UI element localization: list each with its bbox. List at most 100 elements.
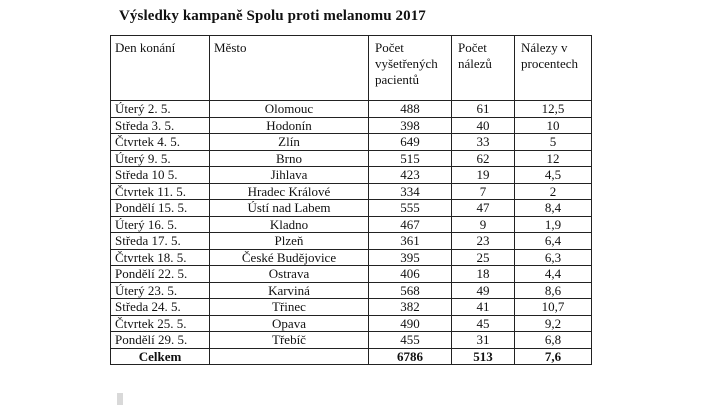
cell-day: Čtvrtek 4. 5. [110,133,210,151]
table-row: Pondělí 22. 5. Ostrava 406 18 4,4 [110,265,592,283]
cell-city: Plzeň [209,232,369,250]
cell-city: Třebíč [209,331,369,349]
table-header-row: Den konání Město Počet vyšetřených pacie… [110,35,592,101]
total-percent: 7,6 [514,347,592,365]
cell-patients: 398 [368,116,452,134]
cell-findings: 18 [451,265,515,283]
cell-day: Úterý 16. 5. [110,215,210,233]
cell-findings: 33 [451,133,515,151]
cell-findings: 61 [451,100,515,118]
table-row: Čtvrtek 11. 5. Hradec Králové 334 7 2 [110,182,592,200]
total-patients: 6786 [368,347,452,365]
results-table: Den konání Město Počet vyšetřených pacie… [110,35,592,365]
cell-percent: 8,4 [514,199,592,217]
cell-day: Středa 17. 5. [110,232,210,250]
cell-patients: 334 [368,182,452,200]
cell-percent: 4,5 [514,166,592,184]
header-day: Den konání [110,35,210,101]
cell-city: Hodonín [209,116,369,134]
table-row: Úterý 9. 5. Brno 515 62 12 [110,149,592,167]
cell-findings: 41 [451,298,515,316]
table-row: Čtvrtek 4. 5. Zlín 649 33 5 [110,133,592,151]
total-findings: 513 [451,347,515,365]
cell-percent: 1,9 [514,215,592,233]
cell-day: Středa 10 5. [110,166,210,184]
cell-findings: 31 [451,331,515,349]
table-row: Čtvrtek 25. 5. Opava 490 45 9,2 [110,314,592,332]
cell-patients: 515 [368,149,452,167]
cell-patients: 382 [368,298,452,316]
cell-day: Úterý 2. 5. [110,100,210,118]
cell-patients: 423 [368,166,452,184]
cell-city: Zlín [209,133,369,151]
cell-day: Středa 24. 5. [110,298,210,316]
cell-patients: 555 [368,199,452,217]
table-row: Středa 10 5. Jihlava 423 19 4,5 [110,166,592,184]
cell-day: Čtvrtek 25. 5. [110,314,210,332]
cell-day: Středa 3. 5. [110,116,210,134]
cell-findings: 62 [451,149,515,167]
cell-day: Čtvrtek 11. 5. [110,182,210,200]
cell-day: Pondělí 22. 5. [110,265,210,283]
header-findings: Počet nálezů [451,35,515,101]
cell-city: Jihlava [209,166,369,184]
table-row: Středa 3. 5. Hodonín 398 40 10 [110,116,592,134]
cell-city: Hradec Králové [209,182,369,200]
cell-city: Ostrava [209,265,369,283]
cell-percent: 8,6 [514,281,592,299]
cell-percent: 4,4 [514,265,592,283]
document-title: Výsledky kampaně Spolu proti melanomu 20… [119,8,426,24]
cell-city: Ústí nad Labem [209,199,369,217]
total-row: Celkem 6786 513 7,6 [110,347,592,365]
cell-patients: 490 [368,314,452,332]
table-row: Úterý 23. 5. Karviná 568 49 8,6 [110,281,592,299]
cell-percent: 6,8 [514,331,592,349]
cell-patients: 406 [368,265,452,283]
cell-city: Kladno [209,215,369,233]
cell-percent: 12 [514,149,592,167]
cell-patients: 649 [368,133,452,151]
cell-city: České Budějovice [209,248,369,266]
cell-findings: 7 [451,182,515,200]
cell-city: Brno [209,149,369,167]
cell-city: Třinec [209,298,369,316]
table-row: Středa 17. 5. Plzeň 361 23 6,4 [110,232,592,250]
table-row: Úterý 2. 5. Olomouc 488 61 12,5 [110,100,592,118]
table-row: Úterý 16. 5. Kladno 467 9 1,9 [110,215,592,233]
cell-percent: 6,4 [514,232,592,250]
cell-patients: 568 [368,281,452,299]
table-row: Čtvrtek 18. 5. České Budějovice 395 25 6,3 [110,248,592,266]
table-row: Pondělí 15. 5. Ústí nad Labem 555 47 8,4 [110,199,592,217]
cell-percent: 12,5 [514,100,592,118]
cell-city: Karviná [209,281,369,299]
cell-percent: 2 [514,182,592,200]
cell-patients: 455 [368,331,452,349]
cell-patients: 361 [368,232,452,250]
cell-day: Čtvrtek 18. 5. [110,248,210,266]
cell-percent: 6,3 [514,248,592,266]
cell-findings: 9 [451,215,515,233]
cell-city: Opava [209,314,369,332]
cell-percent: 10 [514,116,592,134]
cell-findings: 25 [451,248,515,266]
cell-findings: 49 [451,281,515,299]
cell-findings: 45 [451,314,515,332]
cell-findings: 23 [451,232,515,250]
header-percent: Nálezy v procentech [514,35,592,101]
cell-patients: 395 [368,248,452,266]
cell-findings: 40 [451,116,515,134]
cell-percent: 9,2 [514,314,592,332]
page-edge-shadow [117,393,123,405]
cell-percent: 10,7 [514,298,592,316]
cell-patients: 488 [368,100,452,118]
cell-city: Olomouc [209,100,369,118]
cell-day: Pondělí 15. 5. [110,199,210,217]
cell-patients: 467 [368,215,452,233]
cell-findings: 47 [451,199,515,217]
total-city-empty [209,347,369,365]
results-table-body: Den konání Město Počet vyšetřených pacie… [110,35,592,365]
cell-day: Pondělí 29. 5. [110,331,210,349]
cell-percent: 5 [514,133,592,151]
cell-findings: 19 [451,166,515,184]
total-label: Celkem [110,347,210,365]
